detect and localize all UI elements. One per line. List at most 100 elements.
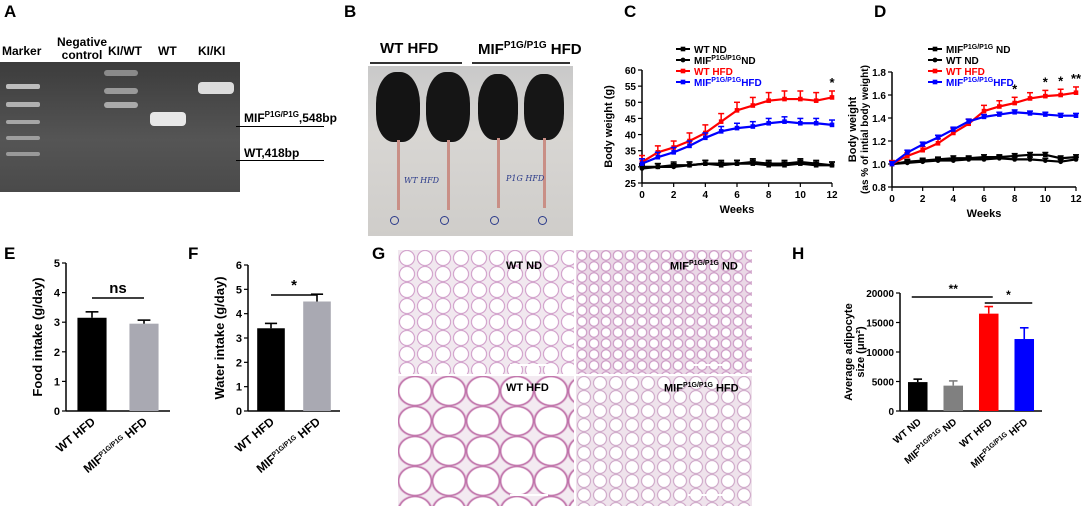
series-3-point	[718, 129, 724, 134]
chart-d: 0.8 1.0 1.2 1.4 1.6 1.8 0 2 4 6 8 10 12 Weeks Body wei…	[847, 44, 1082, 220]
series-3-point	[966, 119, 971, 124]
series-3-point	[829, 122, 835, 128]
series-3-point	[813, 120, 819, 126]
series-2-point	[734, 108, 740, 113]
y-tick-label: 5	[54, 258, 60, 270]
mouse-body	[478, 74, 518, 140]
series-1-point	[1058, 159, 1064, 165]
y-tick-label: 5000	[872, 378, 895, 389]
marker-band	[6, 84, 40, 89]
series-1-point	[734, 161, 740, 167]
series-3-point	[997, 112, 1002, 117]
group-label-mif-sup: P1G/P1G	[503, 40, 547, 51]
tag-dot	[390, 216, 399, 225]
series-3-point	[671, 150, 676, 155]
series-1-legend-label: MIFP1G/P1GND	[694, 55, 756, 67]
bar	[907, 382, 928, 411]
lane-label-marker: Marker	[2, 44, 42, 58]
y-tick-label: 30	[625, 163, 637, 174]
series-2-legend-label: WT HFD	[946, 67, 985, 78]
series-3-point	[655, 154, 661, 160]
x-tick-label: 8	[766, 190, 772, 201]
series-1-point	[671, 164, 677, 170]
series-2-point	[829, 95, 835, 100]
panel-b: B WT HFD MIFP1G/P1G HFD WT HFD P1G HFD	[340, 0, 590, 245]
y-tick-label: 3	[236, 333, 242, 345]
tile-label-mif-hfd-sup: P1G/P1G	[682, 382, 713, 389]
bar	[943, 385, 964, 411]
series-2-point	[905, 153, 910, 159]
category-label-tail: HFD	[1005, 417, 1030, 440]
panel-g: G WT ND MIFP1G/P1G ND WT HFD MIFP1G/P1G …	[370, 244, 770, 516]
series-3-legend-marker	[680, 79, 686, 85]
significance-marker: *	[1043, 74, 1049, 89]
x-axis-label: Weeks	[967, 208, 1002, 220]
mouse-tail	[397, 140, 400, 210]
mouse-tail	[497, 138, 500, 208]
series-2-point	[718, 119, 724, 124]
y-tick-label: 35	[625, 147, 637, 158]
series-3-point	[981, 114, 987, 120]
y-tick-label: 25	[625, 179, 637, 190]
scale-bar	[688, 364, 726, 366]
group-underline-wt	[370, 62, 462, 64]
mouse-body	[426, 72, 470, 142]
tag-p1g: P1G HFD	[506, 174, 545, 183]
series-2-legend-marker	[932, 68, 938, 74]
series-1-point	[782, 161, 787, 167]
group-label-mif-text: MIF	[478, 41, 504, 58]
series-3-point	[703, 135, 708, 141]
bar	[77, 317, 107, 411]
series-1-point	[718, 161, 724, 167]
series-2-point	[782, 96, 787, 102]
significance-label: *	[1006, 288, 1011, 302]
y-axis-label-line2: (as % of intial body weight)	[860, 65, 871, 194]
y-tick-label: 1	[54, 376, 60, 388]
significance-marker: *	[1058, 73, 1064, 88]
mouse-body	[524, 74, 564, 140]
x-tick-label: 10	[1040, 194, 1052, 205]
y-tick-label: 50	[625, 98, 637, 109]
series-3-legend-label-tail: HFD	[993, 78, 1014, 89]
marker-band	[6, 102, 40, 107]
series-1-point	[687, 162, 692, 168]
tag-dot	[538, 216, 547, 225]
series-1-point	[829, 162, 835, 168]
group-label-wt: WT HFD	[380, 40, 439, 57]
series-0-legend-marker	[932, 46, 938, 52]
marker-band	[6, 136, 40, 140]
y-tick-label: 2	[236, 357, 242, 369]
series-0-legend-label-tail: ND	[993, 45, 1010, 56]
band-line-ki	[236, 126, 324, 127]
series-2-legend-label-text: WT HFD	[946, 67, 985, 78]
category-label-tail: HFD	[292, 414, 323, 443]
x-tick-label: 12	[1070, 194, 1082, 205]
lane-label-kiwt: KI/WT	[108, 44, 142, 58]
tile-label-wt-nd: WT ND	[506, 260, 543, 272]
chart-c: 25 30 35 40 45 50 55 60 0 2 4 6 8 10 12 Weeks Body weigh…	[603, 45, 838, 216]
series-1-legend-label-text: WT ND	[946, 56, 979, 67]
x-axis-label: Weeks	[720, 204, 755, 216]
significance-marker: *	[829, 75, 835, 90]
category-label-text: WT HFD	[232, 414, 277, 455]
series-1-legend-marker	[680, 57, 686, 63]
y-axis-label: Food intake (g/day)	[30, 277, 45, 396]
category-label-sup: P1G/P1G	[271, 434, 299, 459]
series-3-point	[1012, 109, 1017, 115]
y-tick-label: 0	[54, 406, 60, 418]
series-1-point	[1073, 157, 1079, 162]
series-1-point	[750, 159, 756, 165]
panel-label-e: E	[4, 244, 16, 263]
category-label-tail: HFD	[119, 414, 150, 443]
band-label-ki-text: MIF	[244, 111, 265, 125]
kiwt-band	[104, 88, 138, 94]
lane-label-kiki: KI/KI	[198, 44, 226, 58]
bar	[303, 301, 331, 411]
tile-label-wt-hfd: WT HFD	[506, 382, 549, 394]
series-1-legend-label-sup: P1G/P1G	[711, 55, 742, 62]
band-label-ki: MIFP1G/P1G,548bp	[244, 110, 337, 125]
bar	[257, 328, 285, 411]
panel-label-c: C	[624, 2, 637, 21]
tile-label-mif-nd-text: MIF	[670, 260, 689, 273]
